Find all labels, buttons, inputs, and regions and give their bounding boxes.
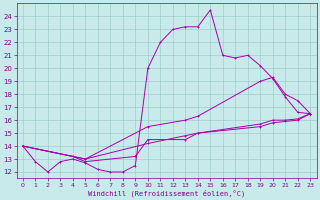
X-axis label: Windchill (Refroidissement éolien,°C): Windchill (Refroidissement éolien,°C) [88, 189, 245, 197]
